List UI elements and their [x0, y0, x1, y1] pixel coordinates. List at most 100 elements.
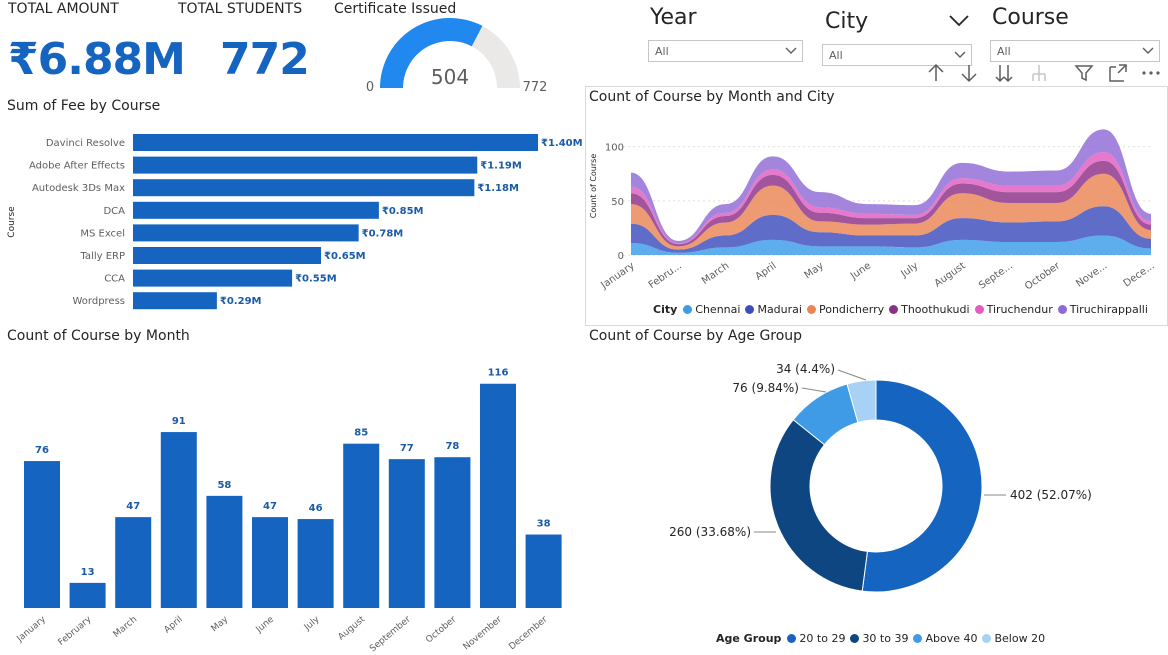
month-data-label: 85 [354, 428, 368, 439]
area-x-tick: Dece... [1122, 260, 1157, 289]
gauge-value: 504 [431, 65, 469, 89]
donut-leader-line [801, 387, 827, 393]
year-slicer-dropdown[interactable]: All [648, 40, 803, 62]
course-by-month-chart: 76 January 13 February 47 March 91 April 58 May 47… [15, 368, 562, 654]
fee-bar[interactable] [133, 179, 475, 197]
filter-icon[interactable] [1073, 62, 1095, 84]
area-series-tiruchirappalli[interactable] [631, 129, 1151, 244]
course-slicer-dropdown[interactable]: All [990, 40, 1160, 62]
month-data-label: 47 [126, 501, 140, 512]
month-bar[interactable] [252, 517, 288, 608]
month-data-label: 46 [309, 503, 323, 514]
arrow-up-icon[interactable] [925, 62, 947, 84]
area-series-chennai[interactable] [631, 235, 1151, 256]
chevron-down-icon[interactable] [948, 12, 970, 28]
month-bar[interactable] [206, 495, 243, 608]
month-bar[interactable] [480, 383, 516, 608]
course-slicer-value: All [997, 45, 1011, 58]
fee-bar[interactable] [133, 134, 538, 151]
age-legend-item[interactable]: Below 20 [982, 632, 1045, 645]
month-data-label: 76 [35, 445, 49, 456]
area-series-tiruchendur[interactable] [631, 152, 1151, 245]
fee-data-label: ₹1.18M [477, 183, 519, 194]
certificate-label: Certificate Issued [334, 1, 457, 17]
fee-bar[interactable] [133, 292, 217, 310]
age-legend-item[interactable]: Above 40 [913, 632, 977, 645]
age-legend-item[interactable]: 20 to 29 [787, 632, 845, 645]
fee-bar[interactable] [133, 247, 322, 264]
area-series-madurai[interactable] [631, 206, 1151, 253]
fee-data-label: ₹1.19M [480, 161, 522, 172]
city-legend-item[interactable]: Chennai [683, 303, 740, 316]
month-city-chart-title: Count of Course by Month and City [589, 89, 835, 105]
year-slicer-value: All [655, 45, 669, 58]
month-data-label: 91 [172, 416, 186, 427]
month-bar[interactable] [525, 534, 562, 608]
month-bar[interactable] [160, 432, 197, 608]
month-bar[interactable] [434, 457, 471, 608]
legend-dot-icon [1057, 305, 1067, 314]
double-arrow-down-icon[interactable] [993, 62, 1015, 84]
fee-category-label: Adobe After Effects [29, 161, 125, 172]
city-legend-item[interactable]: Tiruchendur [974, 303, 1053, 316]
month-bar[interactable] [69, 582, 106, 608]
fee-data-label: ₹0.29M [220, 296, 262, 307]
city-legend-item[interactable]: Tiruchirappalli [1057, 303, 1148, 316]
legend-dot-icon [683, 305, 693, 314]
month-x-tick: August [337, 614, 368, 642]
fee-data-label: ₹0.85M [382, 206, 424, 217]
fee-bar[interactable] [133, 156, 478, 174]
city-legend-item[interactable]: Madurai [745, 303, 802, 316]
fee-category-label: Wordpress [72, 296, 125, 307]
arrow-down-icon[interactable] [958, 62, 980, 84]
month-data-label: 116 [488, 368, 509, 379]
donut-slice[interactable] [769, 419, 868, 592]
age-legend-label: 30 to 39 [862, 632, 909, 645]
month-data-label: 58 [217, 480, 231, 491]
month-data-label: 77 [400, 443, 414, 454]
fee-category-label: Autodesk 3Ds Max [32, 183, 125, 194]
donut-data-label: 402 (52.07%) [1010, 488, 1092, 502]
city-legend-title: City [653, 303, 678, 316]
month-bar[interactable] [297, 519, 334, 608]
chevron-down-icon [785, 47, 797, 54]
city-slicer-dropdown[interactable]: All [822, 44, 972, 66]
month-x-tick: March [112, 615, 139, 640]
area-series-pondicherry[interactable] [631, 173, 1151, 250]
age-legend-item[interactable]: 30 to 39 [850, 632, 908, 645]
fee-bar[interactable] [133, 201, 379, 219]
donut-slice[interactable] [846, 379, 877, 424]
area-series-thoothukudi[interactable] [631, 160, 1151, 247]
month-x-tick: May [210, 614, 231, 634]
total-students-value: 772 [220, 34, 310, 85]
focus-mode-icon[interactable] [1107, 62, 1129, 84]
month-bar[interactable] [24, 461, 60, 608]
legend-dot-icon [850, 634, 860, 643]
fee-category-label: CCA [104, 274, 125, 285]
month-bar[interactable] [115, 517, 152, 608]
area-x-tick: March [700, 260, 731, 286]
month-bar[interactable] [388, 459, 425, 608]
fee-bar[interactable] [133, 269, 293, 287]
city-legend-item[interactable]: Pondicherry [806, 303, 884, 316]
area-x-tick: January [599, 260, 637, 291]
city-legend-label: Madurai [757, 303, 802, 316]
fee-bar[interactable] [133, 224, 359, 242]
month-x-tick: January [15, 614, 49, 645]
area-y-tick: 100 [605, 143, 624, 154]
area-y-tick: 0 [618, 251, 624, 262]
age-group-donut-chart: 402 (52.07%) 260 (33.68%) 76 (9.84%) 34 (4.… [669, 362, 1092, 593]
area-y-tick: 50 [611, 197, 624, 208]
more-options-icon[interactable] [1140, 62, 1162, 84]
fee-category-label: MS Excel [80, 228, 125, 239]
month-x-tick: October [424, 614, 458, 645]
month-x-tick: June [254, 614, 277, 635]
expand-hierarchy-icon[interactable] [1028, 62, 1050, 84]
month-bar[interactable] [343, 443, 380, 608]
legend-dot-icon [974, 305, 984, 314]
gauge-fill [380, 18, 483, 88]
city-legend-item[interactable]: Thoothukudi [889, 303, 970, 316]
donut-slice[interactable] [861, 379, 983, 593]
donut-data-label: 260 (33.68%) [669, 525, 751, 539]
legend-dot-icon [787, 634, 797, 643]
